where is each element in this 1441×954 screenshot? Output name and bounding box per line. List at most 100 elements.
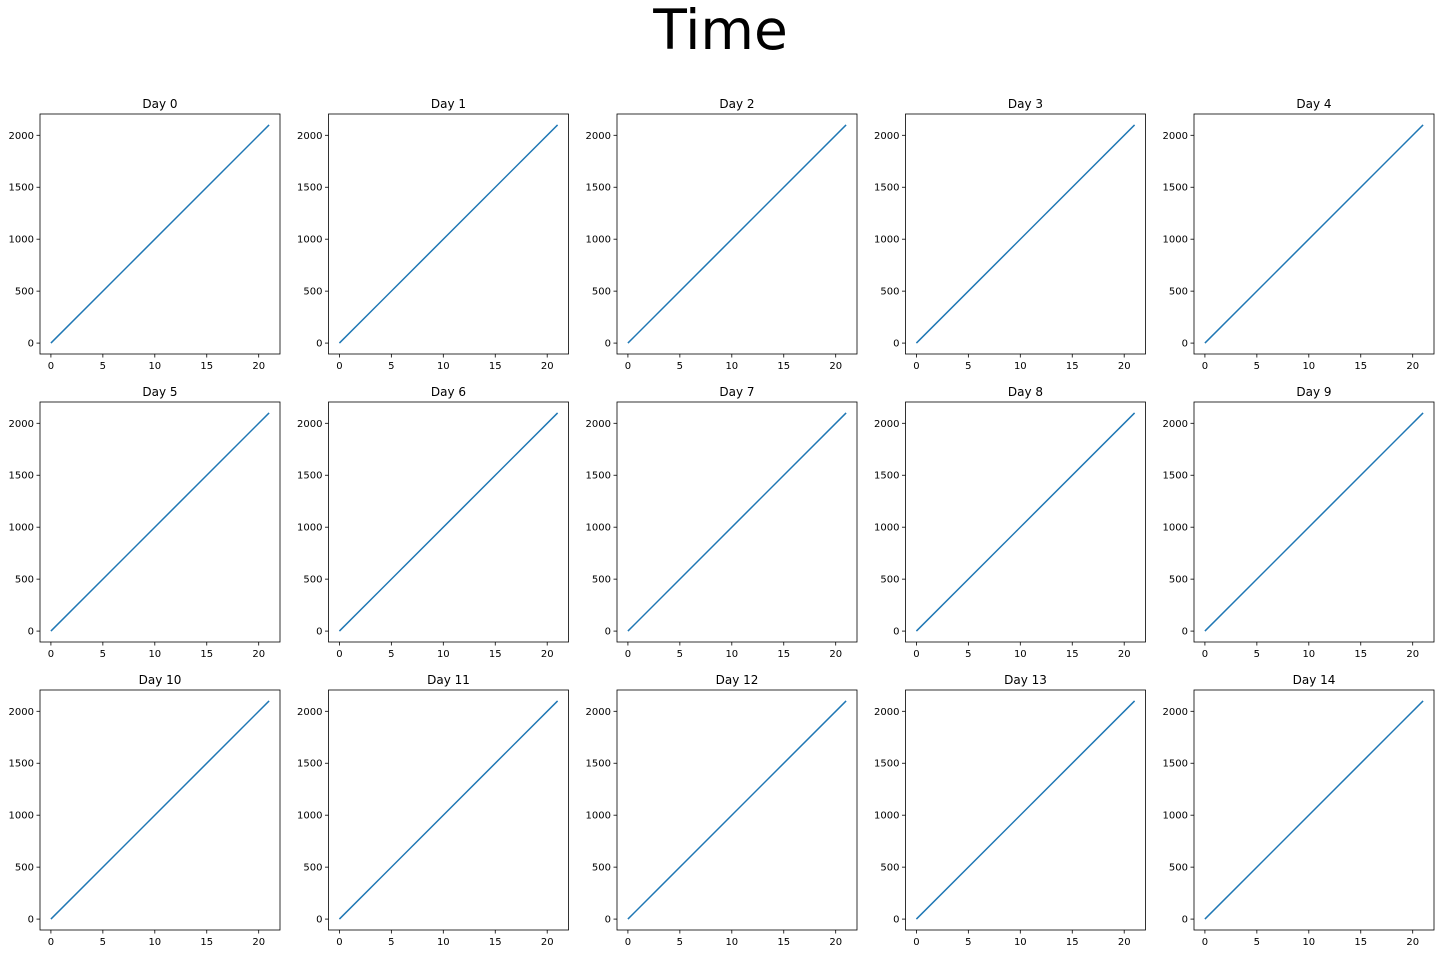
- y-tick-label: 1000: [9, 523, 34, 534]
- x-tick-label: 10: [437, 937, 450, 948]
- x-tick-label: 0: [48, 649, 54, 660]
- x-tick-label: 20: [252, 361, 265, 372]
- series-line: [1204, 124, 1424, 344]
- y-tick-label: 2000: [874, 419, 899, 430]
- subplot-title: Day 3: [1008, 97, 1043, 111]
- subplot-day-10: Day 10 0 5 10 15 20 0 500 1000 1500 2000: [9, 673, 281, 948]
- y-tick-label: 1000: [9, 811, 34, 822]
- y-tick-label: 1000: [297, 523, 322, 534]
- x-tick-label: 5: [100, 361, 106, 372]
- subplot-day-1: Day 1 0 5 10 15 20 0 500 1000 1500 2000: [297, 97, 569, 372]
- x-tick-label: 20: [1406, 937, 1419, 948]
- y-tick-label: 1500: [9, 471, 34, 482]
- subplot-title: Day 13: [1004, 673, 1047, 687]
- x-tick-label: 15: [200, 649, 213, 660]
- y-tick-label: 1500: [9, 759, 34, 770]
- x-tick-label: 0: [625, 361, 631, 372]
- y-tick-label: 0: [28, 627, 34, 638]
- x-tick-label: 10: [1014, 361, 1027, 372]
- x-tick-label: 5: [388, 937, 394, 948]
- y-tick-label: 1000: [297, 811, 322, 822]
- y-tick-label: 2000: [9, 707, 34, 718]
- subplot-title: Day 2: [719, 97, 754, 111]
- y-tick-label: 2000: [586, 419, 611, 430]
- subplot-day-5: Day 5 0 5 10 15 20 0 500 1000 1500 2000: [9, 385, 281, 660]
- y-tick-label: 1500: [874, 183, 899, 194]
- axes-frame: [1193, 113, 1435, 355]
- y-tick-label: 500: [303, 863, 322, 874]
- x-tick-label: 5: [677, 361, 683, 372]
- axes-frame: [328, 689, 569, 931]
- subplot-day-7: Day 7 0 5 10 15 20 0 500 1000 1500 2000: [586, 385, 858, 660]
- x-tick-label: 5: [1254, 361, 1260, 372]
- y-tick-label: 0: [316, 627, 322, 638]
- series-line: [627, 412, 847, 632]
- y-tick-label: 0: [1182, 915, 1188, 926]
- axes-frame: [905, 401, 1146, 643]
- y-tick-label: 500: [303, 287, 322, 298]
- x-tick-label: 0: [336, 649, 342, 660]
- x-tick-label: 5: [1254, 937, 1260, 948]
- x-tick-label: 0: [336, 937, 342, 948]
- x-tick-label: 15: [777, 361, 790, 372]
- y-tick-label: 1000: [9, 235, 34, 246]
- axes-frame: [616, 689, 858, 931]
- x-tick-label: 5: [1254, 649, 1260, 660]
- x-tick-label: 15: [1354, 649, 1367, 660]
- x-tick-label: 0: [625, 649, 631, 660]
- y-tick-label: 2000: [874, 131, 899, 142]
- axes-frame: [328, 401, 569, 643]
- subplot-day-6: Day 6 0 5 10 15 20 0 500 1000 1500 2000: [297, 385, 569, 660]
- axes-frame: [905, 689, 1146, 931]
- x-tick-label: 0: [625, 937, 631, 948]
- axes-frame: [1193, 689, 1435, 931]
- series-line: [915, 124, 1136, 344]
- x-tick-label: 15: [1066, 937, 1079, 948]
- y-tick-label: 1000: [1163, 523, 1188, 534]
- x-tick-label: 15: [777, 937, 790, 948]
- y-tick-label: 2000: [1163, 419, 1188, 430]
- x-tick-label: 0: [48, 361, 54, 372]
- subplot-title: Day 0: [142, 97, 177, 111]
- x-tick-label: 0: [913, 937, 919, 948]
- x-tick-label: 20: [252, 649, 265, 660]
- y-tick-label: 500: [1169, 287, 1188, 298]
- x-tick-label: 5: [677, 937, 683, 948]
- subplot-title: Day 12: [716, 673, 759, 687]
- axes-frame: [328, 113, 569, 355]
- x-tick-label: 10: [1302, 937, 1315, 948]
- subplot-title: Day 5: [142, 385, 177, 399]
- y-tick-label: 0: [1182, 627, 1188, 638]
- x-tick-label: 20: [1118, 649, 1131, 660]
- series-line: [338, 124, 559, 344]
- subplot-day-12: Day 12 0 5 10 15 20 0 500 1000 1500 2000: [586, 673, 858, 948]
- x-tick-label: 15: [1066, 361, 1079, 372]
- y-tick-label: 1000: [297, 235, 322, 246]
- y-tick-label: 0: [893, 627, 899, 638]
- x-tick-label: 5: [388, 361, 394, 372]
- x-tick-label: 10: [148, 649, 161, 660]
- y-tick-label: 1500: [1163, 759, 1188, 770]
- x-tick-label: 10: [1302, 649, 1315, 660]
- y-tick-label: 1500: [297, 471, 322, 482]
- x-tick-label: 5: [100, 937, 106, 948]
- x-tick-label: 10: [148, 361, 161, 372]
- y-tick-label: 2000: [1163, 707, 1188, 718]
- series-line: [627, 124, 847, 344]
- series-line: [1204, 700, 1424, 920]
- y-tick-label: 500: [880, 287, 899, 298]
- subplot-title: Day 1: [431, 97, 466, 111]
- y-tick-label: 0: [28, 915, 34, 926]
- subplot-title: Day 11: [427, 673, 470, 687]
- y-tick-label: 1500: [297, 183, 322, 194]
- x-tick-label: 20: [541, 649, 554, 660]
- y-tick-label: 2000: [9, 419, 34, 430]
- y-tick-label: 2000: [297, 419, 322, 430]
- x-tick-label: 20: [252, 937, 265, 948]
- subplot-day-3: Day 3 0 5 10 15 20 0 500 1000 1500 2000: [874, 97, 1146, 372]
- series-line: [1204, 412, 1424, 632]
- y-tick-label: 0: [28, 339, 34, 350]
- x-tick-label: 20: [541, 937, 554, 948]
- x-tick-label: 0: [336, 361, 342, 372]
